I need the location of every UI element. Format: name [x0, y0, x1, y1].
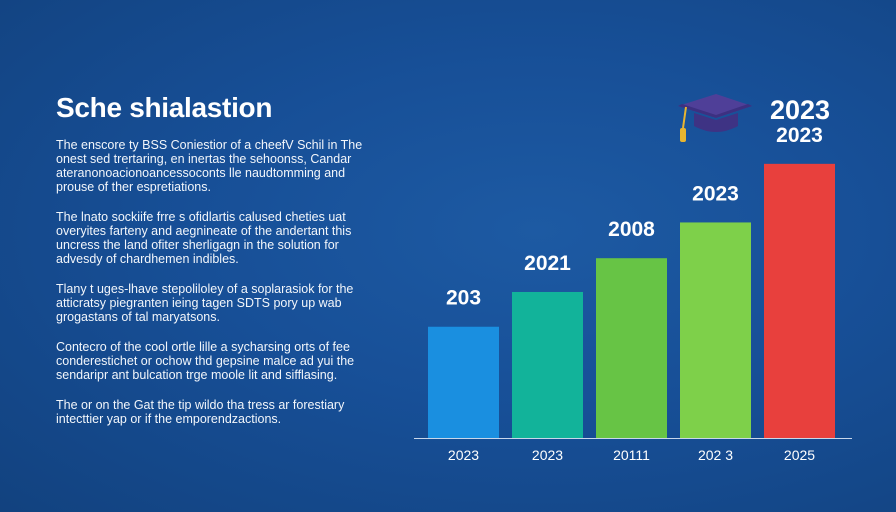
- x-tick-label: 2023: [532, 447, 563, 463]
- data-label: 203: [446, 287, 481, 310]
- page-title: Sche shialastion: [56, 92, 273, 123]
- bar: [428, 326, 499, 438]
- paragraph: The lnato sockiife frre s ofidlartis cal…: [56, 210, 352, 266]
- paragraph: Tlany t uges-lhave stepoliloley of a sop…: [56, 282, 354, 324]
- data-label: 2008: [608, 218, 655, 241]
- x-tick-label: 20111: [613, 447, 650, 463]
- data-label: 2023: [776, 124, 823, 147]
- year-badge: 2023: [770, 95, 831, 125]
- graduation-cap-icon: [678, 94, 752, 142]
- x-tick-label: 2025: [784, 447, 815, 463]
- paragraph: The enscore ty BSS Coniestior of a cheef…: [56, 138, 363, 194]
- paragraph: Contecro of the cool ortle lille a sycha…: [56, 340, 355, 382]
- paragraph: The or on the Gat the tip wildo tha tres…: [56, 398, 345, 426]
- bar: [680, 222, 751, 438]
- x-tick-label: 2023: [448, 447, 479, 463]
- x-tick-label: 202 3: [698, 447, 733, 463]
- data-label: 2021: [524, 252, 571, 275]
- data-label: 2023: [692, 182, 739, 205]
- description-text: The enscore ty BSS Coniestior of a cheef…: [56, 138, 376, 442]
- bar: [764, 163, 835, 438]
- bar: [596, 258, 667, 438]
- bar: [512, 291, 583, 438]
